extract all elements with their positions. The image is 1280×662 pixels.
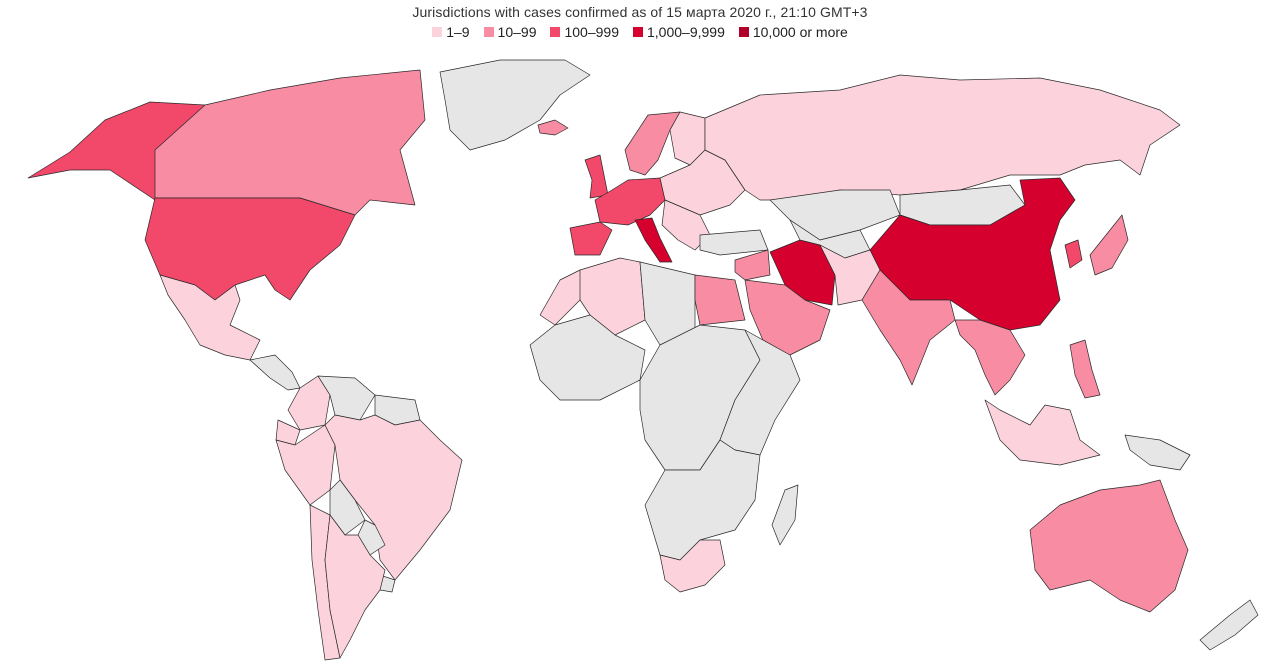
legend-label: 1–9 (446, 24, 470, 40)
region-brazil (324, 414, 463, 581)
region-spain (569, 221, 613, 256)
region-australia (1029, 479, 1189, 613)
legend-swatch (550, 27, 561, 37)
world-map (27, 59, 1259, 661)
region-peru (275, 424, 336, 506)
legend-item: 100–999 (550, 24, 619, 40)
region-united-kingdom (584, 154, 609, 199)
legend-swatch (483, 27, 494, 37)
region-italy (634, 217, 673, 263)
region-kazakhstan (769, 189, 901, 241)
region-balkans (661, 199, 711, 251)
region-turkey (699, 229, 769, 256)
legend: 1–9 10–99 100–999 1,000–9,999 10,000 or … (0, 24, 1280, 40)
region-south-africa (659, 539, 726, 593)
region-canada (154, 69, 426, 216)
map-title: Jurisdictions with cases confirmed as of… (412, 4, 868, 20)
legend-label: 100–999 (564, 24, 619, 40)
region-middle-east (734, 249, 771, 281)
region-egypt (694, 274, 746, 326)
region-scandinavia (624, 111, 681, 176)
legend-swatch (633, 27, 643, 37)
region-papua-new-guinea (1124, 434, 1191, 471)
legend-item: 1,000–9,999 (633, 24, 725, 40)
region-russia (704, 74, 1181, 201)
region-west-africa (529, 314, 646, 401)
region-india (861, 269, 956, 386)
region-korea (1064, 239, 1083, 269)
region-iceland (537, 119, 569, 136)
region-new-zealand (1199, 599, 1259, 651)
legend-item: 1–9 (432, 24, 470, 40)
region-japan (1089, 214, 1129, 276)
legend-item: 10,000 or more (738, 24, 848, 40)
region-central-america (249, 354, 301, 391)
region-algeria (579, 257, 646, 336)
legend-label: 10–99 (497, 24, 537, 40)
region-arabian-peninsula (744, 279, 831, 356)
legend-label: 1,000–9,999 (647, 24, 725, 40)
region-malaysia-indonesia (984, 399, 1101, 466)
legend-label: 10,000 or more (752, 24, 848, 40)
legend-swatch (738, 27, 749, 37)
region-mainland-southeast-asia (954, 319, 1026, 396)
region-argentina (324, 514, 386, 659)
region-greenland (439, 59, 591, 151)
region-madagascar (771, 484, 799, 546)
region-philippines (1069, 339, 1101, 399)
legend-swatch (432, 27, 443, 37)
region-mexico (159, 274, 261, 361)
legend-item: 10–99 (483, 24, 537, 40)
